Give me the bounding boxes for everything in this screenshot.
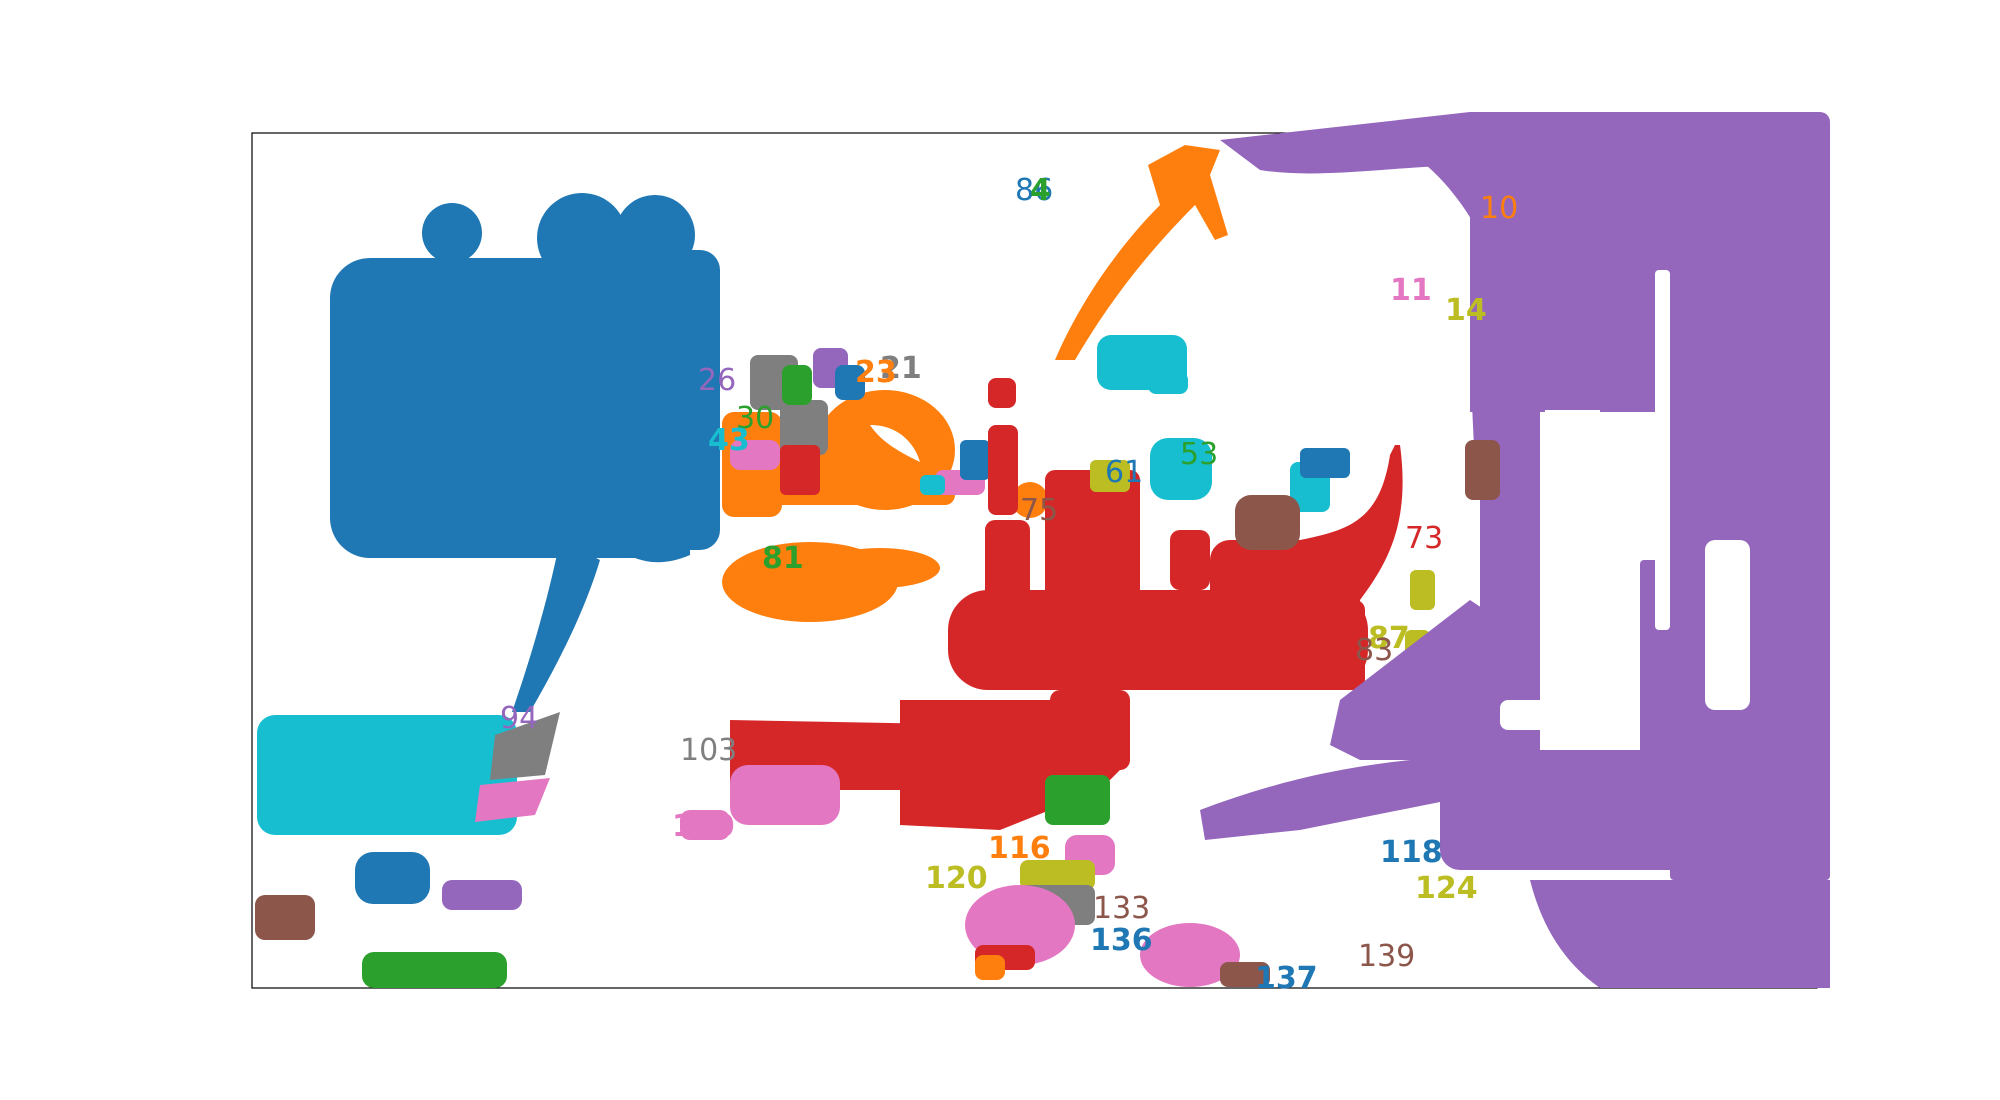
- segment-label-53: 53: [1180, 437, 1218, 472]
- segment-orange-center: [722, 348, 990, 622]
- segment-label-86: 86: [1015, 173, 1053, 208]
- segment-label-118: 118: [1380, 835, 1443, 870]
- segment-label-4: 4: [1030, 173, 1051, 208]
- segment-label-23: 23: [855, 355, 897, 390]
- segment-orange-streak: [1012, 145, 1228, 518]
- segment-label-75: 75: [1020, 493, 1058, 528]
- segment-label-81: 81: [762, 541, 804, 576]
- segment-purple-large: [1200, 112, 1830, 988]
- segment-label-30: 30: [736, 401, 774, 436]
- segment-label-116: 116: [988, 831, 1051, 866]
- segment-label-61: 61: [1105, 455, 1143, 490]
- segment-label-11: 11: [1390, 273, 1432, 308]
- segment-cyan-left: [257, 712, 560, 835]
- segment-label-83: 83: [1355, 633, 1393, 668]
- segments-bottom-left: [255, 852, 522, 988]
- segment-label-10: 10: [1480, 191, 1518, 226]
- segment-label-120: 120: [925, 861, 988, 896]
- segment-label-26: 26: [698, 363, 736, 398]
- segment-label-110: 110: [672, 809, 735, 844]
- segment-label-87: 87: [1368, 621, 1410, 656]
- segment-label-21: 21: [880, 351, 922, 386]
- segments-pink-bottom: [680, 765, 1270, 987]
- segment-blue-large: [330, 193, 720, 712]
- segment-label-139: 139: [1358, 939, 1415, 974]
- segment-label-103: 103: [680, 733, 737, 768]
- segment-label-124: 124: [1415, 871, 1478, 906]
- segment-label-94: 94: [500, 701, 538, 736]
- segments-cyan-center: [1097, 335, 1330, 512]
- segment-label-14: 14: [1445, 293, 1487, 328]
- segment-label-73: 73: [1405, 521, 1443, 556]
- segment-label-136: 136: [1090, 923, 1153, 958]
- segment-label-43: 43: [708, 423, 750, 458]
- segment-label-133: 133: [1093, 891, 1150, 926]
- segment-purple-gaps: [1500, 270, 1750, 740]
- segment-label-137: 137: [1255, 961, 1318, 996]
